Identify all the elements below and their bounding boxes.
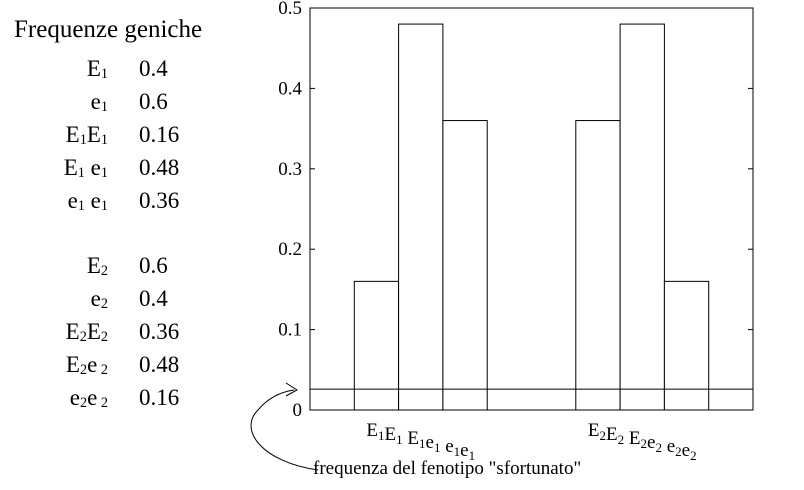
bars [310,23,753,411]
frequency-value: 0.6 [139,253,168,278]
x-tick-subscript: 2 [655,440,662,455]
y-tick-label: 0.4 [278,78,302,99]
x-tick-label-group: E2E2 E2e2 e2e2 [588,420,697,463]
legend-row: E2e 2 0.48 [0,352,250,384]
frequency-value: 0.6 [139,89,168,114]
bar [575,120,621,411]
x-tick-subscript: 1 [469,448,476,463]
x-tick-char: E [385,424,397,445]
x-tick-subscript: 2 [690,448,697,463]
legend-row: E1E1 0.16 [0,122,250,154]
y-tick-label: 0.3 [278,159,302,180]
legend-row: e1 0.6 [0,89,250,121]
legend-row: e1 e1 0.36 [0,188,250,220]
gene-frequency-legend: Frequenze geniche E1 0.4 e1 0.6 E1E1 0.16 E1 e… [0,0,250,420]
frequency-value: 0.48 [139,155,180,180]
bar [353,280,400,411]
x-tick-label-group: E1E1 E1e1 e1e1 [366,420,475,463]
genotype-label: e1 e1 [67,188,108,215]
annotation-arrow [250,389,319,471]
bar [442,120,488,411]
genotype-label: E2 [86,253,108,280]
bar [663,280,710,411]
x-tick-char: E [403,428,419,449]
legend-row: E1 0.4 [0,56,250,88]
y-axis: 0 0.1 0.2 0.3 0.4 0.5 [278,0,754,421]
legend-row: E2 0.6 [0,253,250,285]
annotation-arrowhead [285,382,298,397]
legend-row: e2e 2 0.16 [0,385,250,417]
genotype-label: E1 e1 [63,155,108,182]
legend-row: e2 0.4 [0,286,250,318]
x-tick-subscript: 2 [618,432,625,447]
x-tick-char: e [440,436,453,457]
x-tick-char: e [662,436,675,457]
x-tick-char: E [588,420,600,441]
genotype-label: E1 [86,56,108,83]
x-tick-char: E [366,420,378,441]
frequency-value: 0.4 [139,56,168,81]
genotype-label: E1E1 [65,122,108,149]
x-tick-char: E [606,424,618,445]
bar [619,23,665,411]
x-tick-char: e [682,440,690,461]
x-tick-subscript: 2 [600,428,607,443]
x-tick-char: e [460,440,468,461]
y-tick-label: 0.5 [278,0,302,19]
x-tick-subscript: 1 [454,444,461,459]
x-tick-subscript: 1 [396,432,403,447]
genotype-label: e1 [90,89,108,116]
y-tick-label: 0.2 [278,239,302,260]
genotype-label: e2e 2 [69,385,108,412]
x-tick-subscript: 2 [675,444,682,459]
y-tick-label: 0 [293,400,303,421]
x-tick-char: e [647,432,655,453]
frequency-value: 0.16 [139,122,180,147]
legend-row: E1 e1 0.48 [0,155,250,187]
frequency-value: 0.4 [139,286,168,311]
genotype-label: e2 [90,286,108,313]
x-tick-subscript: 2 [641,436,648,451]
x-tick-subscript: 1 [378,428,385,443]
frequency-value: 0.48 [139,352,180,377]
plot-frame [309,7,754,411]
x-tick-subscript: 1 [419,436,426,451]
frequency-value: 0.36 [139,319,180,344]
frequency-value: 0.36 [139,188,180,213]
legend-title: Frequenze geniche [14,16,203,43]
bar [398,23,444,411]
unfortunate-phenotype-annotation: frequenza del fenotipo "sfortunato" [313,458,582,479]
genotype-label: E2e 2 [65,352,108,379]
legend-row: E2E2 0.36 [0,319,250,351]
genotype-label: E2E2 [65,319,108,346]
x-tick-subscript: 1 [434,440,441,455]
y-tick-label: 0.1 [278,320,302,341]
x-tick-char: e [426,432,434,453]
x-tick-char: E [624,428,640,449]
frequency-value: 0.16 [139,385,180,410]
